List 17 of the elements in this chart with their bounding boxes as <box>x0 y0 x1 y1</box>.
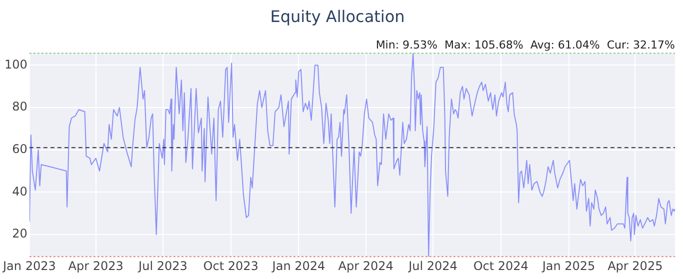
x-tick-label: Jan 2024 <box>271 258 326 273</box>
x-tick-label: Apr 2023 <box>68 258 124 273</box>
x-tick-label: Jan 2023 <box>2 258 56 273</box>
x-tick-label: Jul 2024 <box>408 258 458 273</box>
x-tick-label: Jan 2025 <box>541 258 596 273</box>
y-tick-label: 20 <box>12 226 28 241</box>
x-tick-label: Apr 2024 <box>338 258 394 273</box>
y-tick-label: 40 <box>12 184 28 198</box>
x-tick-label: Oct 2023 <box>203 258 258 273</box>
text: Min: 9.53% Max: 105.68% Avg: 61.04% Cur: 32.17% <box>376 38 675 52</box>
y-tick-label: 60 <box>12 142 28 156</box>
chart-title: Equity Allocation <box>270 6 405 26</box>
x-tick-label: Oct 2024 <box>473 258 528 273</box>
x-tick-label: Jul 2023 <box>138 258 188 273</box>
x-tick-label: Apr 2025 <box>608 258 663 273</box>
y-tick-label: 100 <box>4 57 28 72</box>
y-tick-label: 80 <box>12 100 28 114</box>
